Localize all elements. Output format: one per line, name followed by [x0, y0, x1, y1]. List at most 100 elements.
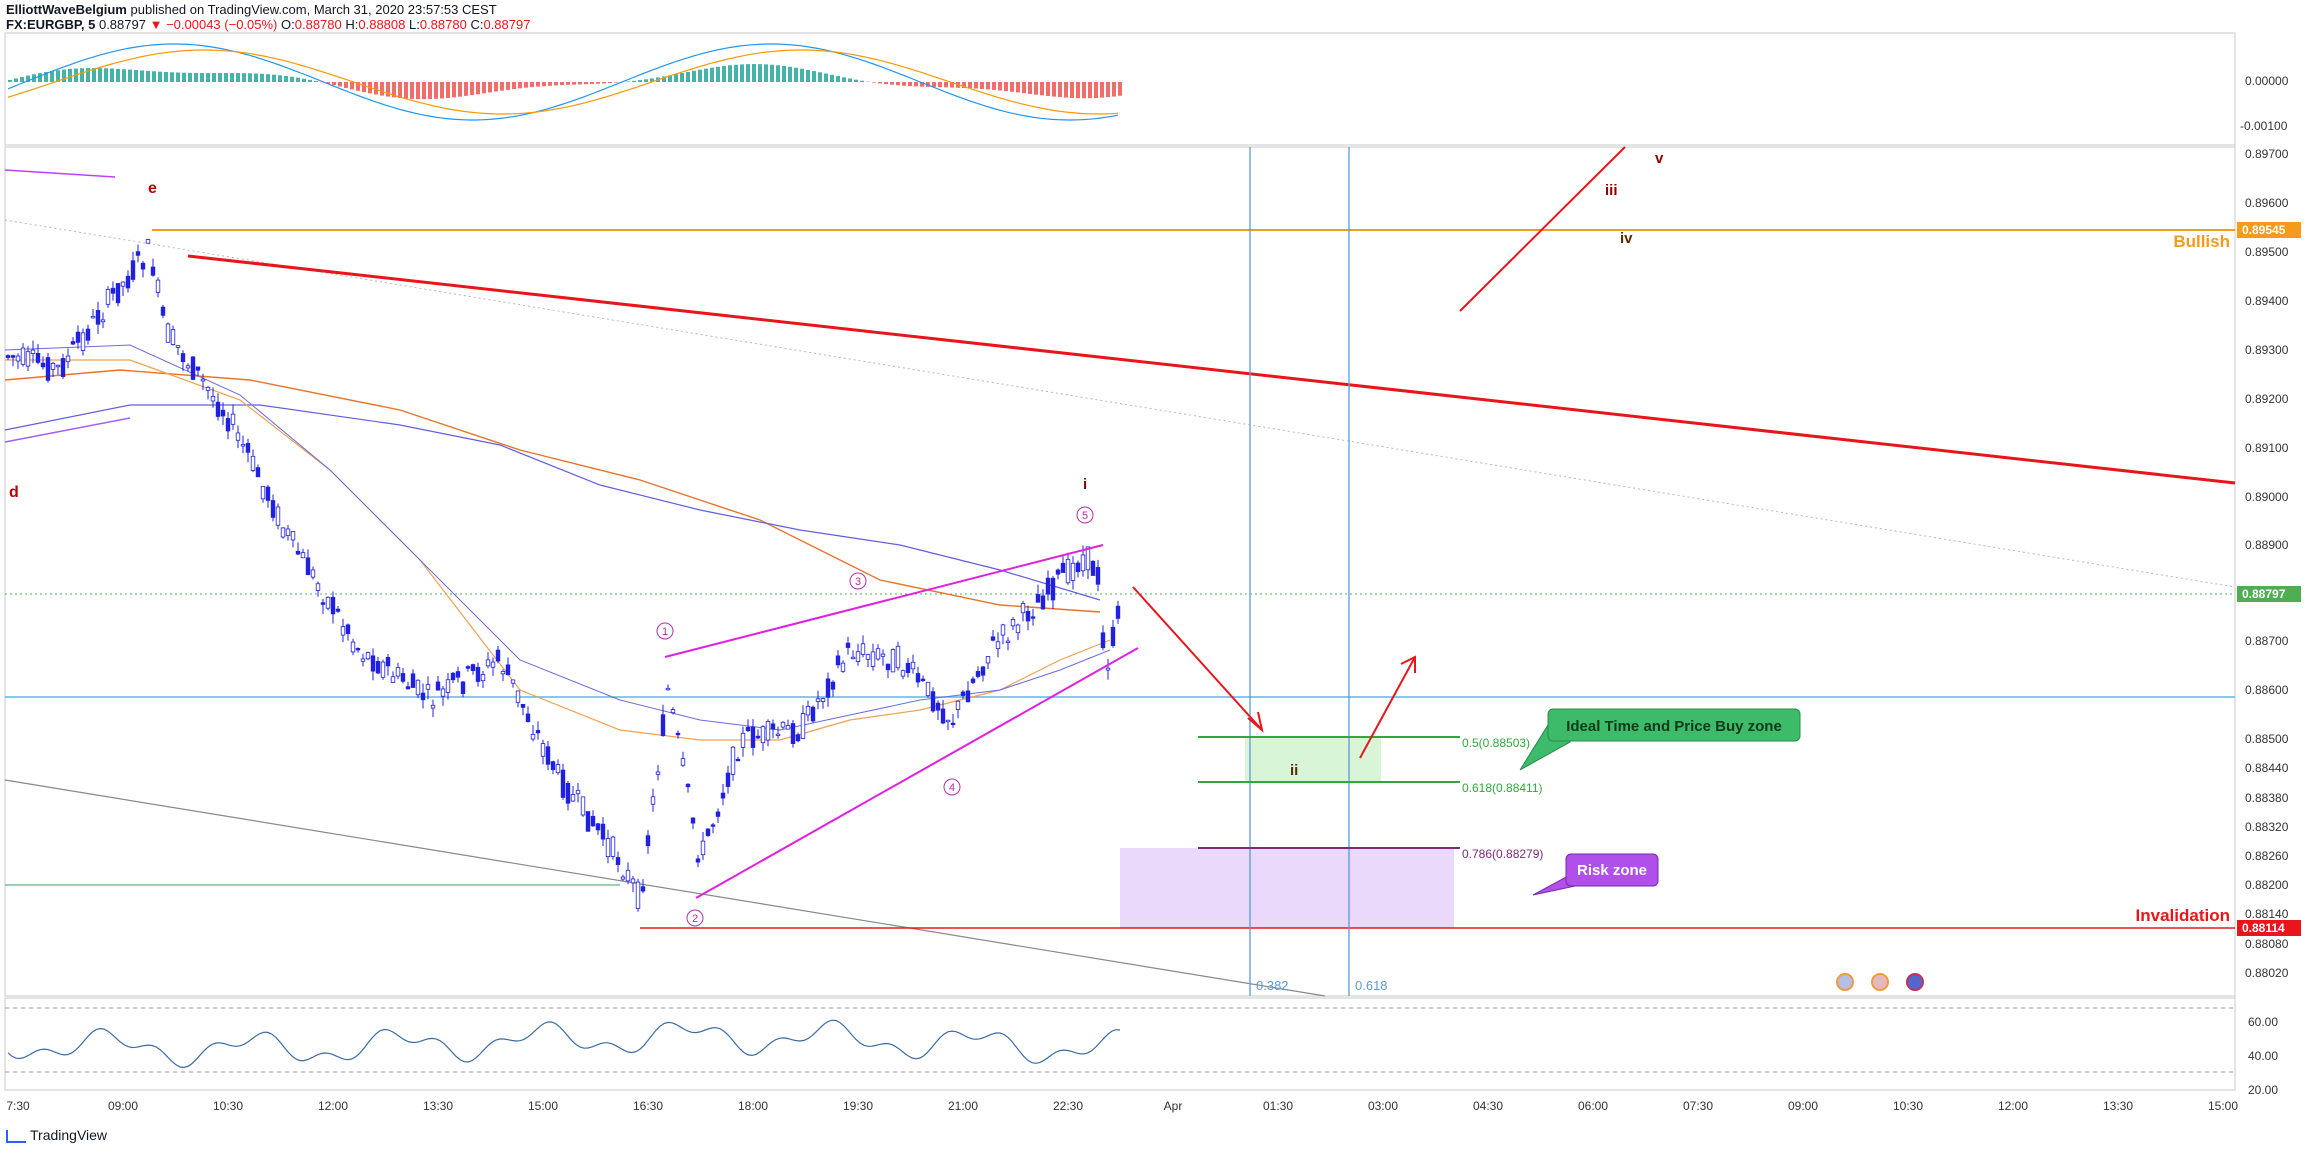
time-tick: 01:30 — [1263, 1099, 1293, 1113]
open-label: O: — [281, 17, 295, 32]
wave-label-ii: ii — [1290, 762, 1298, 779]
rsi-tick-40: 40.00 — [2248, 1049, 2278, 1063]
time-tick: Apr — [1164, 1099, 1183, 1113]
price-tick: 0.88080 — [2245, 937, 2289, 951]
high-label: H: — [345, 17, 359, 32]
price-tick: 0.88140 — [2245, 907, 2289, 921]
price-tag-text: 0.88797 — [2242, 587, 2286, 601]
bullish-label: Bullish — [2173, 232, 2230, 251]
buy-zone-callout-text: Ideal Time and Price Buy zone — [1566, 718, 1782, 735]
economic-event-icons[interactable] — [1836, 973, 1924, 991]
circled-wave-1: 1 — [656, 622, 674, 640]
flag-uk-icon[interactable] — [1871, 973, 1889, 991]
risk-zone-callout[interactable]: Risk zone — [1532, 853, 1659, 896]
price-tick: 0.88320 — [2245, 820, 2289, 834]
symbol-name: FX:EURGBP, 5 — [6, 17, 96, 32]
macd-tick-0: 0.00000 — [2245, 74, 2289, 88]
fib-0618-label: 0.618(0.88411) — [1462, 781, 1543, 795]
rsi-pane — [4, 997, 2236, 1091]
circled-wave-3: 3 — [849, 572, 867, 590]
price-change: ▼ −0.00043 (−0.05%) — [149, 17, 278, 32]
symbol-line: FX:EURGBP, 5 0.88797 ▼ −0.00043 (−0.05%)… — [6, 17, 530, 32]
price-tick: 0.89100 — [2245, 441, 2289, 455]
wave-label-e: e — [148, 180, 157, 197]
svg-text:1: 1 — [662, 626, 668, 638]
price-tick: 0.89700 — [2245, 147, 2289, 161]
time-tick: 18:00 — [738, 1099, 768, 1113]
invalidation-label: Invalidation — [2136, 906, 2230, 925]
time-tick: 10:30 — [1893, 1099, 1923, 1113]
time-tick: 06:00 — [1578, 1099, 1608, 1113]
tradingview-brand-text: TradingView — [30, 1127, 108, 1143]
buy-zone-area — [1245, 737, 1381, 783]
time-tick: 15:00 — [2208, 1099, 2238, 1113]
projection-arrow-down — [1132, 586, 1263, 731]
time-tick: 03:00 — [1368, 1099, 1398, 1113]
low-value: 0.88780 — [419, 17, 467, 32]
wedge-lower-line — [695, 647, 1139, 899]
wave-label-d: d — [9, 484, 19, 501]
svg-text:5: 5 — [1082, 510, 1088, 522]
price-tick: 0.89600 — [2245, 196, 2289, 210]
grey-trendline — [4, 779, 1326, 997]
time-tick: 12:00 — [318, 1099, 348, 1113]
fib-time-0618-label: 0.618 — [1355, 978, 1388, 993]
price-tick: 0.88020 — [2245, 966, 2289, 980]
price-tick: 0.88260 — [2245, 849, 2289, 863]
time-tick: 09:00 — [108, 1099, 138, 1113]
price-tick: 0.88500 — [2245, 732, 2289, 746]
macd-indicator — [7, 43, 1122, 121]
candlestick-series — [5, 238, 1121, 912]
flag-eu-icon[interactable] — [1836, 973, 1854, 991]
price-tick: 0.89300 — [2245, 343, 2289, 357]
price-tag-text: 0.89545 — [2242, 223, 2286, 237]
risk-zone-area — [1120, 848, 1454, 928]
price-tick: 0.88700 — [2245, 634, 2289, 648]
price-tag-bg — [2237, 586, 2301, 602]
last-price: 0.88797 — [98, 17, 146, 32]
time-tick: 10:30 — [213, 1099, 243, 1113]
time-tick: 15:00 — [528, 1099, 558, 1113]
time-tick: 07:30 — [1683, 1099, 1713, 1113]
projection-arrow-up — [1359, 656, 1416, 759]
flag-eu-icon-2[interactable] — [1906, 973, 1924, 991]
tradingview-logo[interactable]: TradingView — [6, 1127, 107, 1143]
time-tick: 12:00 — [1998, 1099, 2028, 1113]
close-value: 0.88797 — [483, 17, 531, 32]
time-tick: 13:30 — [2103, 1099, 2133, 1113]
circled-wave-4: 4 — [943, 778, 961, 796]
circled-wave-2: 2 — [686, 909, 704, 927]
rsi-tick-20: 20.00 — [2248, 1083, 2278, 1097]
time-tick: 22:30 — [1053, 1099, 1083, 1113]
buy-zone-callout[interactable]: Ideal Time and Price Buy zone — [1519, 708, 1801, 771]
svg-text:4: 4 — [949, 782, 955, 794]
price-tick: 0.89500 — [2245, 245, 2289, 259]
close-label: C: — [470, 17, 484, 32]
wedge-upper-line — [664, 544, 1104, 658]
macd-tick-1: -0.00100 — [2240, 119, 2288, 133]
price-tag-text: 0.88114 — [2242, 921, 2285, 935]
fib-05-label: 0.5(0.88503) — [1462, 736, 1530, 750]
impulse-projection-line — [1459, 146, 1626, 312]
price-tick: 0.88900 — [2245, 538, 2289, 552]
risk-zone-callout-text: Risk zone — [1577, 862, 1647, 879]
wave-label-v: v — [1655, 150, 1664, 167]
high-value: 0.88808 — [358, 17, 406, 32]
wave-label-i: i — [1083, 476, 1087, 493]
macd-axis: 0.00000 -0.00100 — [2240, 74, 2289, 133]
price-axis-labels: 0.89545 0.88797 0.88114 — [2237, 222, 2301, 936]
purple-line-left — [4, 417, 131, 443]
price-tag-bg — [2237, 920, 2301, 936]
publish-info: published on TradingView.com, March 31, … — [130, 2, 497, 17]
svg-text:2: 2 — [692, 913, 698, 925]
tradingview-logo-icon — [6, 1129, 26, 1143]
circled-wave-5: 5 — [1076, 506, 1094, 524]
price-tick: 0.89200 — [2245, 392, 2289, 406]
price-axis[interactable]: 0.89700 0.89600 0.89500 0.89400 0.89300 0.892… — [2245, 147, 2289, 980]
price-tag-bg — [2237, 222, 2301, 238]
rsi-axis: 60.00 40.00 20.00 — [2248, 1015, 2278, 1097]
time-axis[interactable]: 7:30 09:00 10:30 12:00 13:30 15:00 16:30 18:00 1… — [6, 1099, 2238, 1113]
author-name[interactable]: ElliottWaveBelgium — [6, 2, 127, 17]
time-tick: 04:30 — [1473, 1099, 1503, 1113]
